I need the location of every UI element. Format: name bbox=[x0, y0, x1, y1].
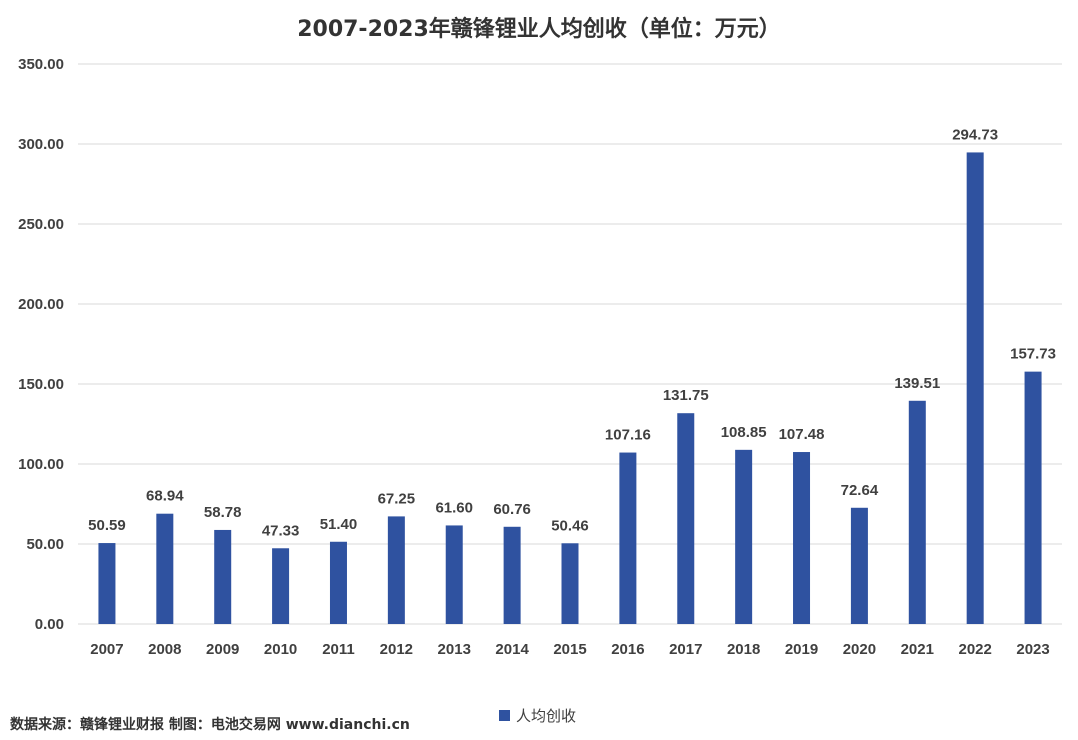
data-label: 139.51 bbox=[894, 375, 940, 392]
x-tick-label: 2007 bbox=[90, 641, 123, 658]
data-label: 68.94 bbox=[146, 488, 184, 505]
x-tick-label: 2018 bbox=[727, 641, 760, 658]
y-tick-label: 350.00 bbox=[18, 56, 64, 73]
x-tick-label: 2008 bbox=[148, 641, 181, 658]
x-tick-label: 2023 bbox=[1016, 641, 1049, 658]
bars bbox=[98, 152, 1042, 624]
x-tick-label: 2017 bbox=[669, 641, 702, 658]
chart-title: 2007-2023年赣锋锂业人均创收（单位：万元） bbox=[297, 16, 781, 42]
data-label: 107.16 bbox=[605, 427, 651, 444]
x-tick-label: 2011 bbox=[322, 641, 355, 658]
x-tick-label: 2020 bbox=[843, 641, 876, 658]
data-label: 294.73 bbox=[952, 126, 998, 143]
data-label: 72.64 bbox=[841, 482, 879, 499]
x-tick-label: 2010 bbox=[264, 641, 297, 658]
x-tick-label: 2014 bbox=[495, 641, 529, 658]
data-label: 157.73 bbox=[1010, 346, 1056, 363]
bar bbox=[850, 507, 868, 624]
data-label: 51.40 bbox=[320, 516, 358, 533]
x-tick-label: 2012 bbox=[380, 641, 413, 658]
bar bbox=[214, 529, 232, 624]
x-axis-ticks: 2007 2008 2009 2010 2011 2012 2013 2014 2015 2016… bbox=[90, 641, 1049, 658]
bar bbox=[561, 543, 579, 624]
x-tick-label: 2022 bbox=[958, 641, 991, 658]
data-label: 60.76 bbox=[493, 501, 531, 518]
data-label: 67.25 bbox=[378, 490, 416, 507]
gridlines bbox=[78, 63, 1062, 625]
bar bbox=[272, 548, 290, 624]
bar bbox=[387, 516, 405, 624]
bar bbox=[735, 449, 753, 624]
data-label: 61.60 bbox=[435, 499, 473, 516]
data-label: 107.48 bbox=[779, 426, 825, 443]
x-tick-label: 2009 bbox=[206, 641, 239, 658]
y-tick-label: 300.00 bbox=[18, 136, 64, 153]
bar bbox=[156, 513, 174, 624]
x-tick-label: 2016 bbox=[611, 641, 644, 658]
data-label: 50.46 bbox=[551, 517, 589, 534]
bar bbox=[329, 541, 347, 624]
x-tick-label: 2021 bbox=[901, 641, 934, 658]
y-tick-label: 0.00 bbox=[35, 616, 64, 633]
legend: 人均创收 bbox=[499, 707, 576, 725]
y-tick-label: 50.00 bbox=[26, 536, 64, 553]
bar bbox=[619, 452, 637, 624]
bar bbox=[793, 452, 811, 624]
bar bbox=[677, 413, 695, 624]
y-axis-ticks: 0.00 50.00 100.00 150.00 200.00 250.00 300.00 3… bbox=[18, 56, 64, 633]
legend-swatch bbox=[499, 710, 510, 721]
bar bbox=[98, 543, 116, 624]
bar bbox=[445, 525, 463, 624]
data-label: 47.33 bbox=[262, 522, 300, 539]
source-note: 数据来源：赣锋锂业财报 制图：电池交易网 www.dianchi.cn bbox=[10, 716, 410, 733]
y-tick-label: 150.00 bbox=[18, 376, 64, 393]
bar bbox=[908, 400, 926, 624]
data-labels: 50.59 68.94 58.78 47.33 51.40 67.25 61.60 60.76… bbox=[88, 126, 1056, 539]
bar bbox=[503, 526, 521, 624]
x-tick-label: 2015 bbox=[553, 641, 586, 658]
data-label: 58.78 bbox=[204, 504, 242, 521]
x-tick-label: 2019 bbox=[785, 641, 818, 658]
legend-label: 人均创收 bbox=[516, 707, 576, 725]
data-label: 50.59 bbox=[88, 517, 126, 534]
x-tick-label: 2013 bbox=[438, 641, 471, 658]
bar bbox=[1024, 371, 1042, 624]
bar bbox=[966, 152, 984, 624]
y-tick-label: 100.00 bbox=[18, 456, 64, 473]
data-label: 131.75 bbox=[663, 387, 709, 404]
y-tick-label: 200.00 bbox=[18, 296, 64, 313]
y-tick-label: 250.00 bbox=[18, 216, 64, 233]
data-label: 108.85 bbox=[721, 424, 767, 441]
